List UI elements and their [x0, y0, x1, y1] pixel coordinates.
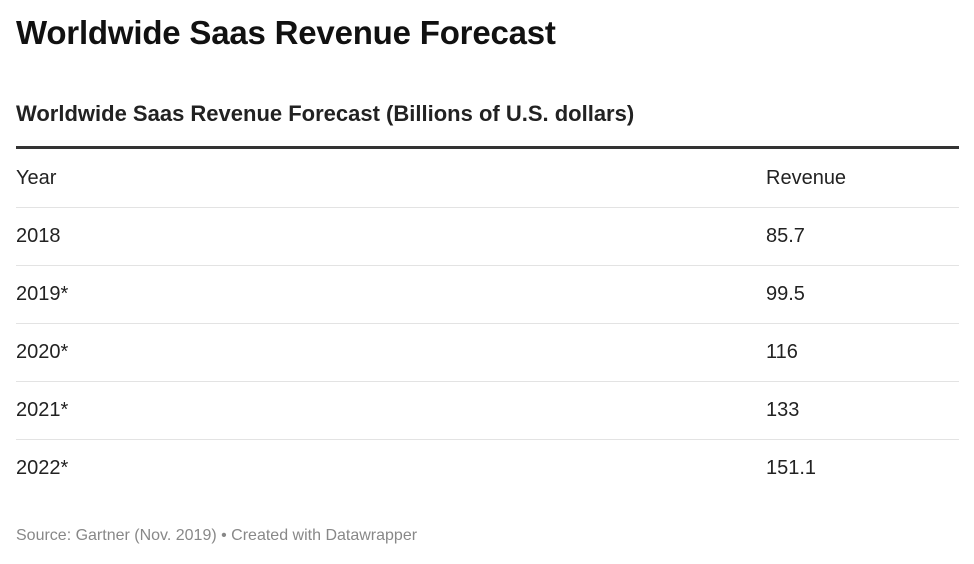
- cell-revenue: 99.5: [766, 265, 959, 324]
- table-row: 2018 85.7: [16, 207, 959, 266]
- cell-revenue: 85.7: [766, 207, 959, 266]
- table-row: 2019* 99.5: [16, 265, 959, 324]
- cell-revenue: 151.1: [766, 457, 817, 479]
- cell-revenue: 116: [766, 323, 959, 382]
- table-row: 2022* 151.1: [16, 440, 959, 498]
- chart-subtitle: Worldwide Saas Revenue Forecast (Billion…: [16, 101, 635, 126]
- table-row: 2020* 116: [16, 323, 959, 382]
- chart-title: Worldwide Saas Revenue Forecast: [16, 14, 556, 51]
- cell-year: 2021*: [16, 381, 766, 440]
- column-header-year[interactable]: Year: [16, 147, 766, 208]
- column-header-revenue[interactable]: Revenue: [766, 147, 959, 208]
- table-row: 2021* 133: [16, 381, 959, 440]
- cell-year: 2019*: [16, 265, 766, 324]
- cell-year: 2020*: [16, 323, 766, 382]
- cell-year: 2022*: [16, 457, 69, 479]
- data-table: Year Revenue 2018 85.7 2019* 99.5 2020* …: [16, 146, 959, 497]
- cell-year: 2018: [16, 207, 766, 266]
- source-note: Source: Gartner (Nov. 2019) • Created wi…: [16, 527, 418, 544]
- cell-revenue: 133: [766, 381, 959, 440]
- table-header-row: Year Revenue: [16, 147, 959, 208]
